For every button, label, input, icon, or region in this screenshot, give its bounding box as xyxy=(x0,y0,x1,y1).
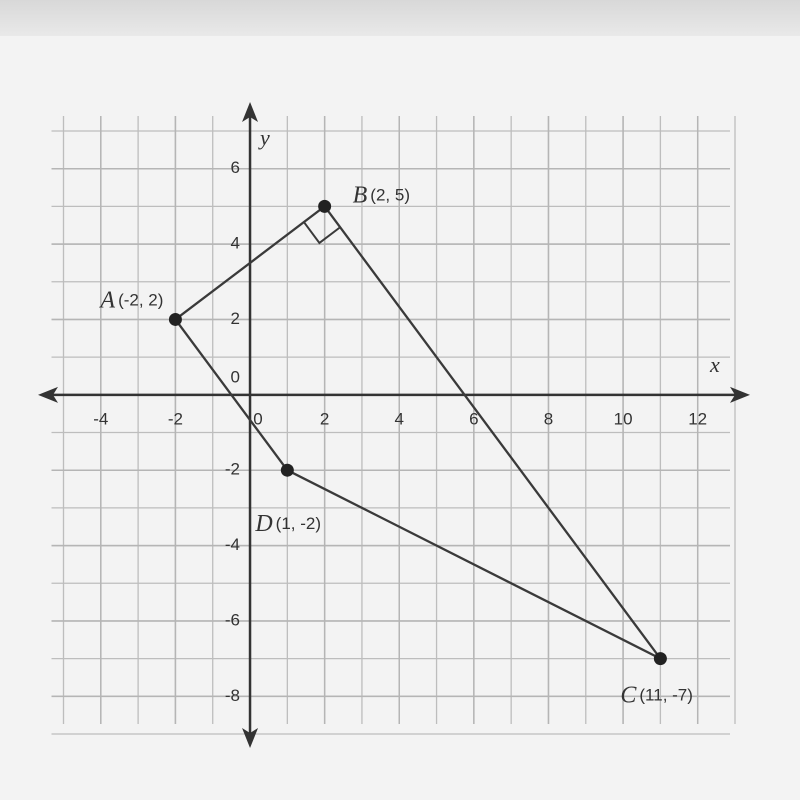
point-name: A xyxy=(98,287,115,313)
point-name: C xyxy=(620,682,637,708)
y-tick-label: 6 xyxy=(231,158,240,177)
point-label: D (1, -2) xyxy=(254,511,321,537)
point-label: A (-2, 2) xyxy=(98,287,163,313)
x-tick-label: 0 xyxy=(253,409,262,428)
x-tick-label: -4 xyxy=(93,409,108,428)
point xyxy=(318,199,332,213)
x-tick-label: 2 xyxy=(320,409,329,428)
arrow xyxy=(242,728,259,748)
y-axis-label: y xyxy=(258,125,270,150)
right-angle-marker xyxy=(303,221,341,245)
point xyxy=(653,652,667,666)
point xyxy=(168,312,182,326)
point-label: C (11, -7) xyxy=(620,682,693,708)
y-tick-label: -4 xyxy=(225,535,240,554)
y-tick-label: 4 xyxy=(231,234,240,253)
plot: -4 -2 0 2 4 6 8 10 12 -8 -6 -4 -2 0 2 4 6 x y A (-2, 2) B (2, … xyxy=(38,102,750,748)
y-tick-label: -6 xyxy=(225,610,240,629)
x-tick-label: 12 xyxy=(688,409,707,428)
point-label: B (2, 5) xyxy=(353,182,410,208)
point-coordinates: (11, -7) xyxy=(639,686,693,705)
arrow xyxy=(38,386,58,403)
y-tick-label: 0 xyxy=(231,367,240,386)
y-tick-label: -8 xyxy=(225,686,240,705)
point-coordinates: (1, -2) xyxy=(276,515,321,534)
x-tick-label: 10 xyxy=(614,409,633,428)
point-name: D xyxy=(254,511,272,537)
grid xyxy=(51,116,736,735)
x-tick-label: 8 xyxy=(544,409,553,428)
arrow xyxy=(730,386,750,403)
monitor-edge xyxy=(0,0,800,36)
point-coordinates: (2, 5) xyxy=(370,186,410,205)
x-tick-label: -2 xyxy=(168,409,183,428)
x-tick-label: 6 xyxy=(469,409,478,428)
point-name: B xyxy=(353,182,368,208)
point xyxy=(280,463,294,477)
arrow xyxy=(242,102,259,122)
y-tick-label: -2 xyxy=(225,460,240,479)
x-tick-label: 4 xyxy=(395,409,404,428)
x-axis-label: x xyxy=(709,352,720,377)
y-tick-label: 2 xyxy=(231,309,240,328)
point-coordinates: (-2, 2) xyxy=(118,291,163,310)
